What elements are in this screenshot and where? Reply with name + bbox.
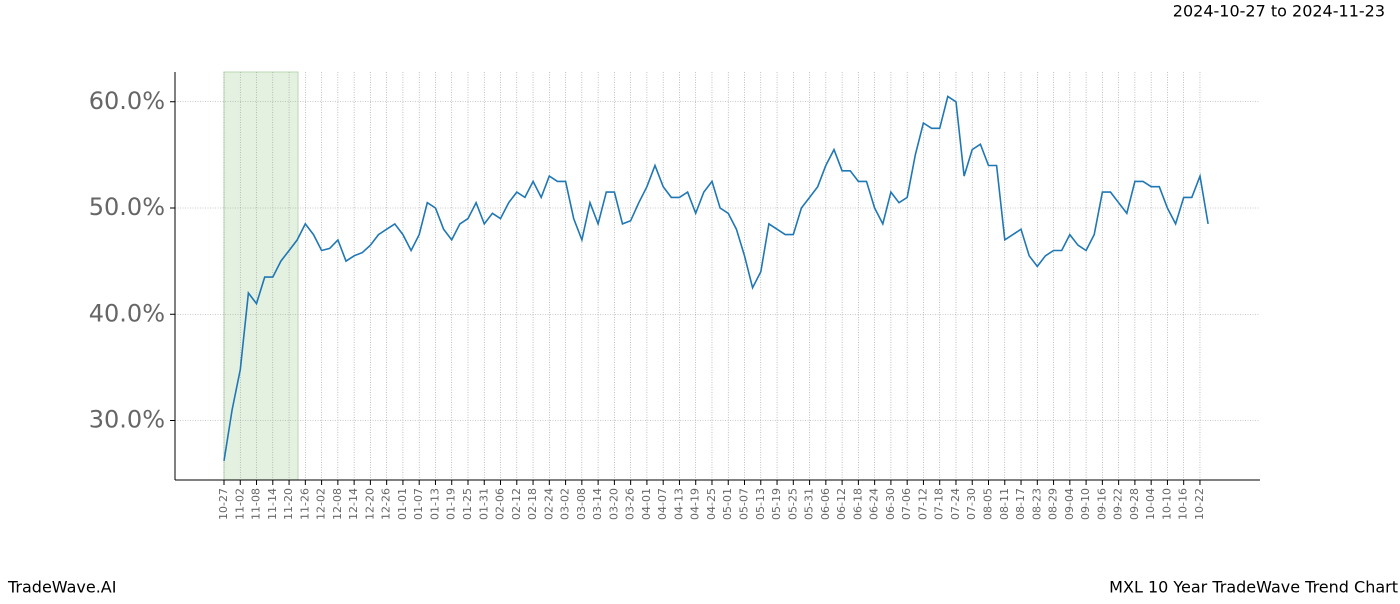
x-tick-label: 11-14 [266,488,279,520]
x-tick-label: 12-26 [380,488,393,520]
x-tick-label: 02-24 [542,488,555,520]
x-tick-label: 01-01 [396,488,409,520]
x-tick-label: 08-29 [1047,488,1060,520]
subtitle: 2024-10-27 to 2024-11-23 [1173,2,1385,21]
x-tick-label: 11-26 [298,488,311,520]
x-tick-label: 01-13 [428,488,441,520]
x-tick-label: 06-18 [851,488,864,520]
x-tick-label: 05-19 [770,488,783,520]
x-tick-label: 10-04 [1144,488,1157,520]
trend-line [223,95,1209,462]
x-tick-label: 01-19 [445,488,458,520]
x-tick-label: 12-08 [331,488,344,520]
y-tick-label: 40.0% [89,299,165,327]
x-tick-label: 03-02 [559,488,572,520]
x-tick-label: 12-02 [315,488,328,520]
x-tick-label: 03-14 [591,488,604,520]
x-tick-label: 03-08 [575,488,588,520]
x-tick-label: 11-08 [250,488,263,520]
x-tick-label: 05-01 [721,488,734,520]
x-tick-label: 05-25 [786,488,799,520]
x-tick-label: 10-10 [1160,488,1173,520]
y-tick-label: 50.0% [89,193,165,221]
x-tick-label: 04-07 [656,488,669,520]
x-tick-label: 09-16 [1095,488,1108,520]
x-tick-label: 11-20 [282,488,295,520]
x-tick-label: 08-11 [998,488,1011,520]
x-tick-label: 05-07 [738,488,751,520]
x-tick-label: 02-18 [526,488,539,520]
x-tick-label: 01-31 [477,488,490,520]
x-tick-label: 07-06 [900,488,913,520]
y-tick-label: 30.0% [89,406,165,434]
x-tick-label: 07-18 [933,488,946,520]
x-tick-label: 01-07 [412,488,425,520]
x-tick-label: 03-26 [624,488,637,520]
x-tick-label: 01-25 [461,488,474,520]
x-tick-label: 09-10 [1079,488,1092,520]
x-tick-label: 04-19 [689,488,702,520]
highlight-band [223,71,299,481]
x-tick-label: 03-20 [607,488,620,520]
x-tick-label: 07-30 [965,488,978,520]
x-tick-label: 06-12 [835,488,848,520]
x-tick-label: 09-22 [1112,488,1125,520]
y-tick-label: 60.0% [89,87,165,115]
x-tick-label: 04-25 [705,488,718,520]
x-tick-label: 02-06 [494,488,507,520]
x-tick-label: 12-14 [347,488,360,520]
x-tick-label: 09-28 [1128,488,1141,520]
x-tick-label: 08-23 [1030,488,1043,520]
x-tick-label: 08-05 [982,488,995,520]
x-tick-label: 05-31 [803,488,816,520]
x-tick-label: 04-13 [672,488,685,520]
x-tick-label: 02-12 [510,488,523,520]
x-tick-label: 10-22 [1193,488,1206,520]
x-tick-label: 09-04 [1063,488,1076,520]
x-tick-label: 08-17 [1014,488,1027,520]
chart-title: MXL 10 Year TradeWave Trend Chart [1109,578,1398,597]
x-tick-label: 10-16 [1177,488,1190,520]
x-tick-label: 07-24 [949,488,962,520]
x-tick-label: 07-12 [916,488,929,520]
x-tick-label: 10-27 [217,488,230,520]
source: TradeWave.AI [7,578,116,597]
x-tick-label: 05-13 [754,488,767,520]
x-tick-label: 06-24 [868,488,881,520]
x-tick-label: 06-30 [884,488,897,520]
x-tick-label: 04-01 [640,488,653,520]
x-tick-label: 11-02 [233,488,246,520]
x-tick-label: 12-20 [363,488,376,520]
x-tick-label: 06-06 [819,488,832,520]
